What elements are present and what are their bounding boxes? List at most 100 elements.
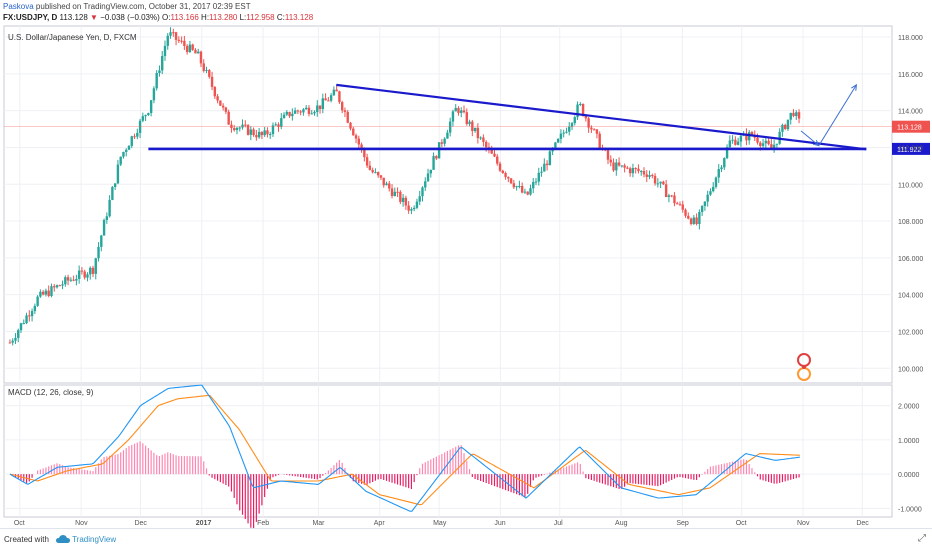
candle-body[interactable] — [97, 246, 100, 259]
candle-body[interactable] — [479, 137, 482, 139]
candle-body[interactable] — [252, 129, 255, 136]
candle-body[interactable] — [631, 168, 635, 174]
candle-body[interactable] — [332, 89, 336, 96]
candle-body[interactable] — [41, 291, 45, 295]
candle-body[interactable] — [512, 183, 516, 188]
candle-body[interactable] — [108, 199, 111, 217]
candle-body[interactable] — [191, 44, 194, 50]
candle-body[interactable] — [648, 175, 651, 177]
candle-body[interactable] — [534, 181, 538, 183]
candle-body[interactable] — [515, 186, 518, 188]
candle-body[interactable] — [188, 44, 192, 53]
candle-body[interactable] — [509, 178, 513, 184]
candle-body[interactable] — [194, 49, 197, 54]
candle-body[interactable] — [606, 150, 610, 160]
candle-body[interactable] — [133, 136, 136, 138]
candle-body[interactable] — [435, 156, 438, 159]
candle-body[interactable] — [161, 56, 164, 71]
candle-body[interactable] — [565, 131, 568, 133]
projection-arrow[interactable] — [800, 130, 820, 146]
candle-body[interactable] — [105, 216, 109, 220]
candle-body[interactable] — [664, 184, 668, 198]
candle-body[interactable] — [437, 142, 441, 159]
candle-body[interactable] — [36, 296, 39, 306]
candle-body[interactable] — [504, 173, 507, 177]
candle-body[interactable] — [736, 141, 740, 145]
candle-body[interactable] — [72, 279, 75, 281]
candle-body[interactable] — [615, 162, 618, 171]
candle-body[interactable] — [360, 144, 363, 149]
candle-body[interactable] — [277, 124, 280, 127]
candle-body[interactable] — [797, 112, 801, 119]
candle-body[interactable] — [382, 177, 385, 186]
candle-body[interactable] — [432, 156, 435, 170]
candle-body[interactable] — [440, 142, 444, 144]
candle-body[interactable] — [584, 115, 588, 119]
candle-body[interactable] — [385, 183, 388, 186]
candle-body[interactable] — [219, 100, 222, 106]
candle-body[interactable] — [781, 124, 784, 132]
candle-body[interactable] — [116, 164, 120, 184]
candle-body[interactable] — [379, 175, 383, 178]
candle-body[interactable] — [393, 191, 396, 197]
candle-body[interactable] — [592, 129, 596, 131]
candle-body[interactable] — [61, 284, 64, 286]
candle-body[interactable] — [329, 95, 333, 101]
candle-body[interactable] — [687, 215, 690, 219]
candle-body[interactable] — [667, 195, 671, 198]
candle-body[interactable] — [581, 103, 585, 116]
candle-body[interactable] — [523, 191, 527, 193]
candle-body[interactable] — [767, 140, 770, 145]
tradingview-logo[interactable]: TradingView — [56, 534, 116, 544]
candle-body[interactable] — [496, 156, 499, 164]
candle-body[interactable] — [662, 181, 665, 185]
candle-body[interactable] — [626, 167, 629, 169]
candle-body[interactable] — [695, 217, 698, 225]
candle-body[interactable] — [19, 323, 23, 331]
candle-body[interactable] — [183, 40, 186, 46]
candle-body[interactable] — [786, 119, 790, 130]
candle-body[interactable] — [396, 191, 399, 193]
candle-body[interactable] — [224, 107, 228, 112]
candle-body[interactable] — [401, 197, 405, 202]
projection-arrow[interactable] — [818, 84, 857, 146]
candle-body[interactable] — [55, 285, 59, 288]
candle-body[interactable] — [368, 165, 372, 170]
candle-body[interactable] — [343, 110, 347, 112]
candle-body[interactable] — [172, 32, 175, 34]
candle-body[interactable] — [313, 111, 316, 114]
candle-body[interactable] — [720, 167, 723, 170]
candle-body[interactable] — [709, 191, 712, 195]
candle-body[interactable] — [371, 169, 374, 173]
candle-body[interactable] — [75, 278, 78, 281]
candle-body[interactable] — [271, 125, 275, 135]
candle-body[interactable] — [11, 340, 14, 343]
candle-body[interactable] — [460, 110, 463, 113]
candle-body[interactable] — [318, 105, 322, 110]
candle-body[interactable] — [208, 70, 211, 77]
candle-body[interactable] — [587, 118, 590, 128]
candle-body[interactable] — [163, 45, 167, 57]
candle-body[interactable] — [700, 205, 704, 213]
candle-body[interactable] — [285, 111, 289, 115]
candle-body[interactable] — [518, 185, 521, 187]
candle-body[interactable] — [473, 127, 477, 132]
candle-body[interactable] — [158, 70, 161, 74]
candle-body[interactable] — [451, 111, 455, 122]
candle-body[interactable] — [338, 91, 341, 103]
resistance-trendline[interactable] — [336, 83, 867, 151]
candle-body[interactable] — [573, 117, 576, 124]
candle-body[interactable] — [706, 194, 709, 202]
candle-body[interactable] — [761, 143, 765, 146]
candle-body[interactable] — [612, 162, 615, 171]
candle-body[interactable] — [448, 121, 452, 133]
candle-body[interactable] — [235, 127, 239, 131]
candle-body[interactable] — [155, 73, 158, 89]
candle-body[interactable] — [484, 141, 488, 148]
candle-body[interactable] — [221, 105, 225, 108]
candle-body[interactable] — [750, 132, 754, 136]
candle-body[interactable] — [537, 172, 540, 182]
candle-body[interactable] — [280, 118, 283, 127]
candle-body[interactable] — [14, 337, 17, 341]
candle-body[interactable] — [213, 86, 217, 97]
